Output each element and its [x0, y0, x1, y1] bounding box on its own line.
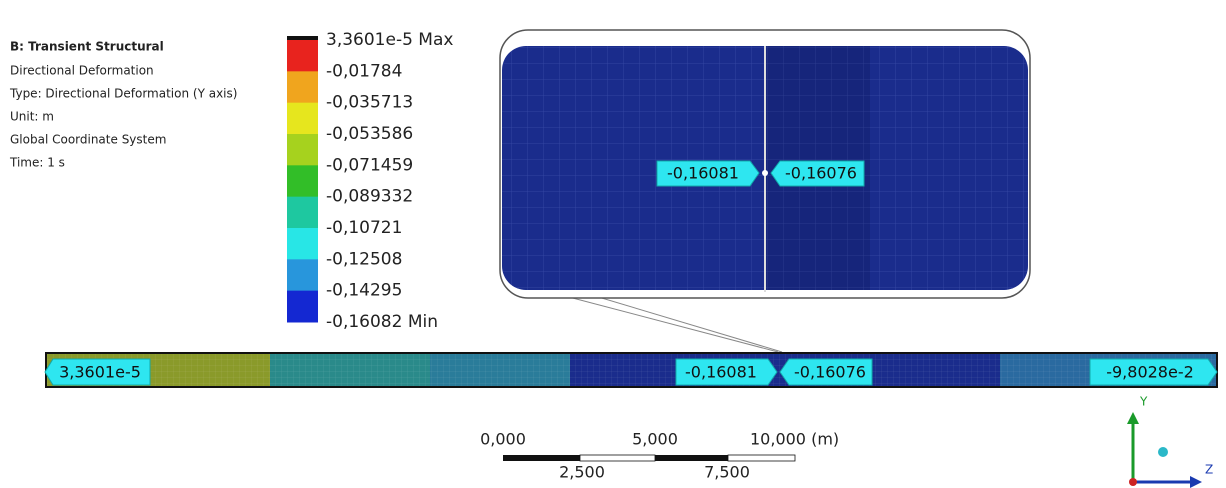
color-legend: 3,3601e-5 Max -0,01784 -0,035713 -0,053586 -… [287, 30, 453, 332]
legend-label: -0,053586 [326, 124, 413, 144]
scale-label: 2,500 [559, 463, 605, 482]
callout-line [595, 296, 782, 352]
legend-band [287, 103, 318, 135]
result-title: B: Transient Structural [10, 40, 164, 54]
result-header: B: Transient Structural Directional Defo… [9, 40, 237, 170]
legend-band [287, 197, 318, 229]
y-axis-label: Y [1139, 395, 1148, 409]
probe-label: 3,3601e-5 [59, 363, 141, 382]
scale-segment [503, 455, 580, 461]
legend-band [287, 259, 318, 291]
callout-line [565, 296, 778, 352]
probe-label: -0,16076 [785, 164, 857, 183]
scale-label: 0,000 [480, 430, 526, 449]
scale-segment [655, 455, 728, 461]
probe-label: -0,16081 [685, 363, 757, 382]
probe-point [762, 170, 768, 176]
scale-bar: 0,000 5,000 10,000 (m) 2,500 7,500 [480, 430, 839, 482]
triad-origin [1129, 478, 1137, 486]
result-info: Type: Directional Deformation (Y axis) [9, 87, 237, 101]
scale-segment [728, 455, 795, 461]
legend-label: -0,16082 Min [326, 312, 438, 332]
legend-band [287, 228, 318, 260]
legend-label: -0,10721 [326, 218, 402, 238]
scale-label: 5,000 [632, 430, 678, 449]
legend-label: -0,035713 [326, 93, 413, 113]
scale-segment [580, 455, 655, 461]
triad-ball [1158, 447, 1168, 457]
arrow-head [1127, 412, 1139, 424]
legend-label: -0,14295 [326, 281, 402, 301]
probe-label: -0,16076 [794, 363, 866, 382]
beam-mesh [47, 354, 1216, 386]
result-info: Unit: m [10, 110, 54, 124]
beam: 3,3601e-5 -0,16081 -0,16076 -9,8028e-2 [45, 352, 1218, 388]
legend-label: 3,3601e-5 Max [326, 30, 453, 50]
result-info: Global Coordinate System [10, 133, 166, 147]
probe-label: -9,8028e-2 [1106, 363, 1194, 382]
legend-band [287, 40, 318, 72]
result-info: Directional Deformation [10, 64, 154, 78]
scale-label: 7,500 [704, 463, 750, 482]
legend-label: -0,089332 [326, 187, 413, 207]
legend-label: -0,12508 [326, 249, 402, 269]
legend-band [287, 71, 318, 103]
axis-triad: Y Z [1127, 395, 1213, 488]
zoom-view: -0,16081 -0,16076 [500, 30, 1030, 298]
screenshot: B: Transient Structural Directional Defo… [0, 0, 1226, 488]
arrow-head [1190, 476, 1202, 488]
probe-label: -0,16081 [667, 164, 739, 183]
legend-label: -0,071459 [326, 155, 413, 175]
legend-band [287, 291, 318, 323]
result-info: Time: 1 s [9, 156, 65, 170]
legend-band [287, 134, 318, 166]
legend-label: -0,01784 [326, 61, 402, 81]
z-axis-label: Z [1205, 463, 1213, 477]
legend-band [287, 165, 318, 197]
scale-label: 10,000 (m) [750, 430, 839, 449]
